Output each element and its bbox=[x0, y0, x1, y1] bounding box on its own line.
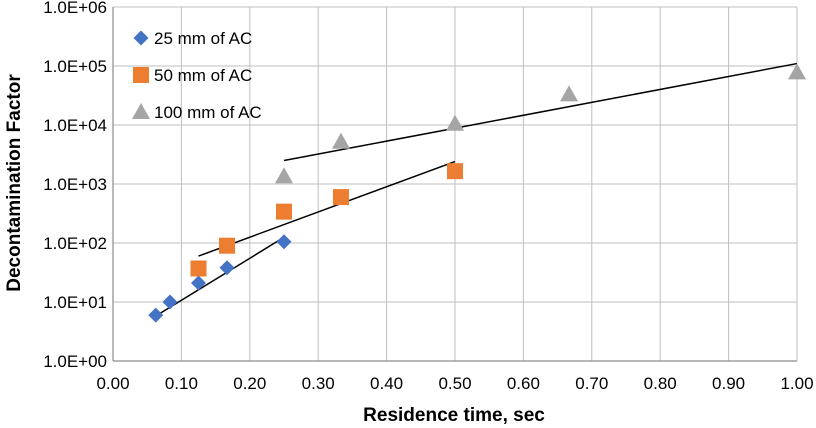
x-tick-label: 0.30 bbox=[302, 374, 335, 393]
point-25-mm-of-ac bbox=[191, 275, 206, 291]
point-100-mm-of-ac bbox=[331, 132, 350, 149]
y-tick-label: 1.0E+05 bbox=[43, 57, 107, 76]
x-tick-label: 0.10 bbox=[165, 374, 198, 393]
point-50-mm-of-ac bbox=[276, 203, 292, 220]
point-25-mm-of-ac bbox=[148, 307, 164, 323]
legend: 25 mm of AC 50 mm of AC 100 mm of AC bbox=[132, 29, 262, 122]
x-tick-label: 0.70 bbox=[575, 374, 608, 393]
x-tick-labels: 0.00 0.10 0.20 0.30 0.40 0.50 0.60 0.70 0.80 0.90… bbox=[96, 374, 813, 393]
y-tick-labels: 1.0E+00 1.0E+01 1.0E+02 1.0E+03 1.0E+04 1.0E+… bbox=[43, 0, 107, 371]
point-25-mm-of-ac bbox=[162, 294, 178, 310]
legend-marker-100-mm-of-ac bbox=[132, 103, 150, 119]
point-25-mm-of-ac bbox=[276, 234, 292, 250]
y-tick-label: 1.0E+00 bbox=[43, 352, 107, 371]
point-100-mm-of-ac bbox=[788, 63, 806, 80]
trendline-50-mm-of-ac bbox=[198, 160, 456, 257]
point-50-mm-of-ac bbox=[190, 260, 207, 277]
x-tick-label: 0.60 bbox=[507, 374, 540, 393]
point-100-mm-of-ac bbox=[446, 114, 464, 131]
x-tick-label: 0.40 bbox=[370, 374, 403, 393]
y-axis-title: Decontamination Factor bbox=[4, 74, 25, 292]
trendline-100-mm-of-ac bbox=[283, 62, 798, 162]
y-tick-label: 1.0E+02 bbox=[43, 234, 107, 253]
point-100-mm-of-ac bbox=[275, 167, 293, 184]
x-tick-label: 0.90 bbox=[712, 374, 745, 393]
point-50-mm-of-ac bbox=[332, 189, 349, 206]
y-tick-label: 1.0E+03 bbox=[43, 175, 107, 194]
y-tick-label: 1.0E+01 bbox=[43, 293, 107, 312]
point-25-mm-of-ac bbox=[219, 260, 235, 276]
x-tick-label: 0.80 bbox=[644, 374, 677, 393]
legend-label-100-mm-of-ac: 100 mm of AC bbox=[154, 103, 262, 122]
x-tick-label: 0.50 bbox=[438, 374, 471, 393]
y-tick-label: 1.0E+06 bbox=[43, 0, 107, 17]
point-100-mm-of-ac bbox=[560, 85, 579, 102]
data-markers bbox=[148, 63, 806, 323]
legend-marker-50-mm-of-ac bbox=[133, 67, 149, 83]
trendline-25-mm-of-ac bbox=[155, 236, 285, 317]
legend-marker-25-mm-of-ac bbox=[133, 30, 149, 46]
x-tick-label: 0.00 bbox=[96, 374, 129, 393]
y-tick-label: 1.0E+04 bbox=[43, 116, 107, 135]
x-tick-label: 1.00 bbox=[780, 374, 813, 393]
x-tick-label: 0.20 bbox=[233, 374, 266, 393]
point-50-mm-of-ac bbox=[219, 237, 236, 254]
x-axis-title: Residence time, sec bbox=[363, 405, 545, 426]
trendlines bbox=[155, 62, 798, 317]
legend-label-50-mm-of-ac: 50 mm of AC bbox=[154, 66, 252, 85]
legend-label-25-mm-of-ac: 25 mm of AC bbox=[154, 29, 252, 48]
point-50-mm-of-ac bbox=[447, 163, 463, 180]
